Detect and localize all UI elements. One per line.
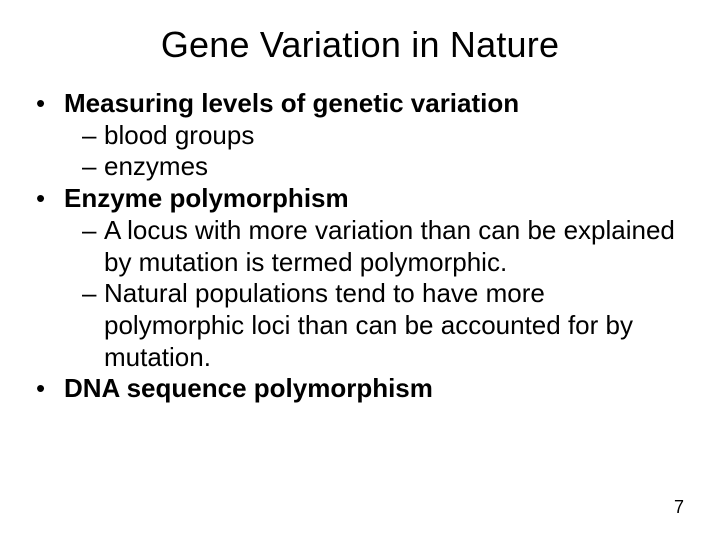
sub-bullet-text: A locus with more variation than can be … <box>104 215 675 277</box>
dash-icon: – <box>82 215 96 247</box>
bullet-text: DNA sequence polymorphism <box>64 373 433 403</box>
bullet-text: Enzyme polymorphism <box>64 183 349 213</box>
bullet-item: DNA sequence polymorphism <box>28 373 692 405</box>
slide: Gene Variation in Nature Measuring level… <box>0 0 720 540</box>
sub-bullet-text: blood groups <box>104 120 254 150</box>
sub-bullet-item: – Natural populations tend to have more … <box>82 278 692 373</box>
slide-title: Gene Variation in Nature <box>28 24 692 66</box>
bullet-list: Measuring levels of genetic variation – … <box>28 88 692 405</box>
sub-bullet-item: – enzymes <box>82 151 692 183</box>
sub-bullet-item: – A locus with more variation than can b… <box>82 215 692 278</box>
slide-content: Measuring levels of genetic variation – … <box>28 88 692 405</box>
bullet-text: Measuring levels of genetic variation <box>64 88 519 118</box>
sub-bullet-text: enzymes <box>104 151 208 181</box>
bullet-item: Enzyme polymorphism – A locus with more … <box>28 183 692 373</box>
sub-bullet-text: Natural populations tend to have more po… <box>104 278 633 371</box>
dash-icon: – <box>82 278 96 310</box>
dash-icon: – <box>82 151 96 183</box>
dash-icon: – <box>82 120 96 152</box>
page-number: 7 <box>674 497 684 518</box>
sub-bullet-list: – blood groups – enzymes <box>64 120 692 183</box>
bullet-item: Measuring levels of genetic variation – … <box>28 88 692 183</box>
sub-bullet-item: – blood groups <box>82 120 692 152</box>
sub-bullet-list: – A locus with more variation than can b… <box>64 215 692 374</box>
